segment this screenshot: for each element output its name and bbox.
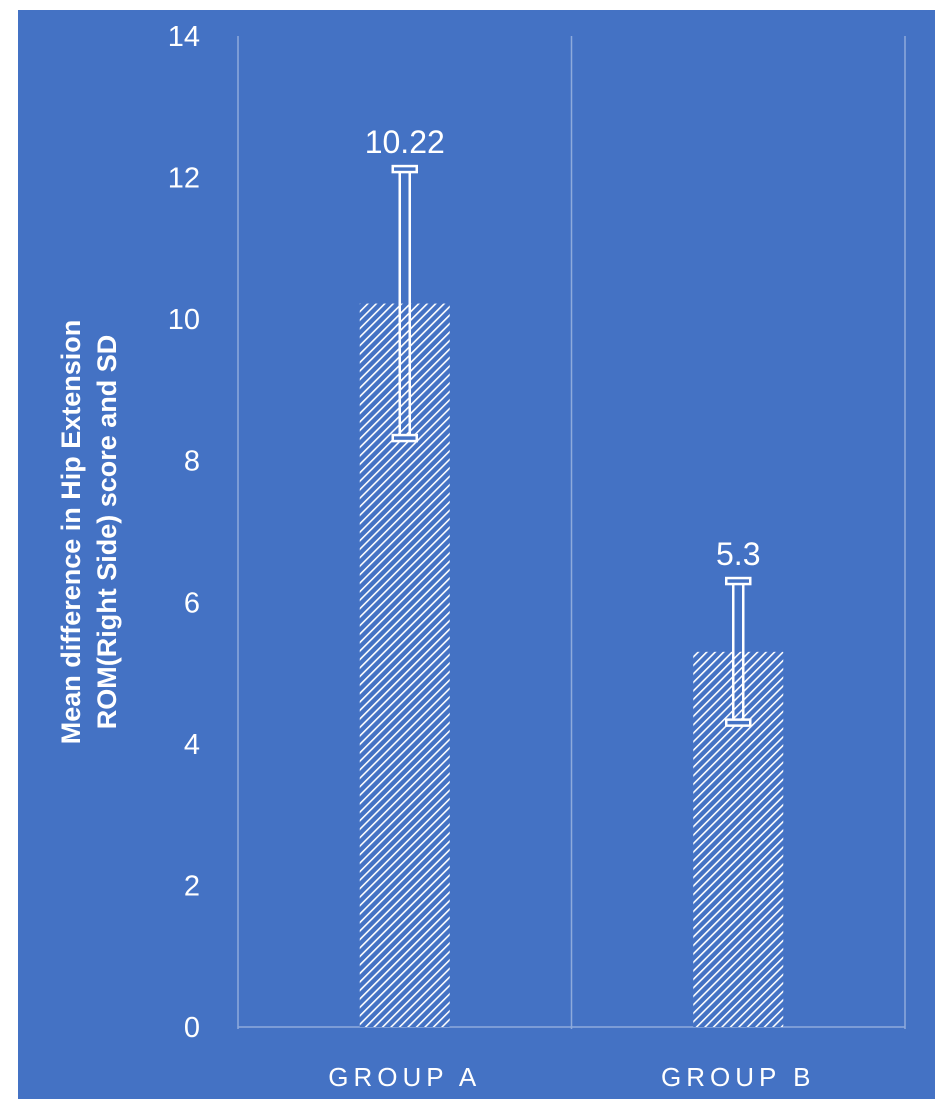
error-bar — [391, 164, 418, 443]
x-tick-label: GROUP B — [661, 1062, 815, 1092]
y-axis-title-line-2: ROM(Right Side) score and SD — [92, 335, 122, 730]
y-tick-label: 14 — [168, 21, 200, 53]
y-tick-label: 4 — [184, 729, 200, 761]
error-bar-cap-bottom — [725, 718, 752, 727]
data-label: 10.22 — [365, 124, 445, 160]
chart-background — [18, 10, 935, 1099]
error-bar-cap-top — [725, 576, 752, 586]
y-axis-title: Mean difference in Hip Extension ROM(Rig… — [56, 320, 122, 745]
y-tick-label: 2 — [184, 870, 200, 902]
error-bar — [725, 576, 752, 727]
y-tick-label: 12 — [168, 163, 200, 195]
y-tick-label: 10 — [168, 304, 200, 336]
data-label: 5.3 — [716, 536, 760, 572]
y-axis-title-line-1: Mean difference in Hip Extension — [56, 320, 86, 745]
y-tick-label: 0 — [184, 1012, 200, 1044]
bar — [359, 303, 450, 1027]
error-bar-cap-top — [391, 164, 418, 174]
error-bar-cap-bottom — [391, 433, 418, 443]
bar — [693, 651, 784, 1027]
x-tick-label: GROUP A — [328, 1062, 481, 1092]
y-tick-label: 8 — [184, 446, 200, 478]
y-tick-label: 6 — [184, 587, 200, 619]
